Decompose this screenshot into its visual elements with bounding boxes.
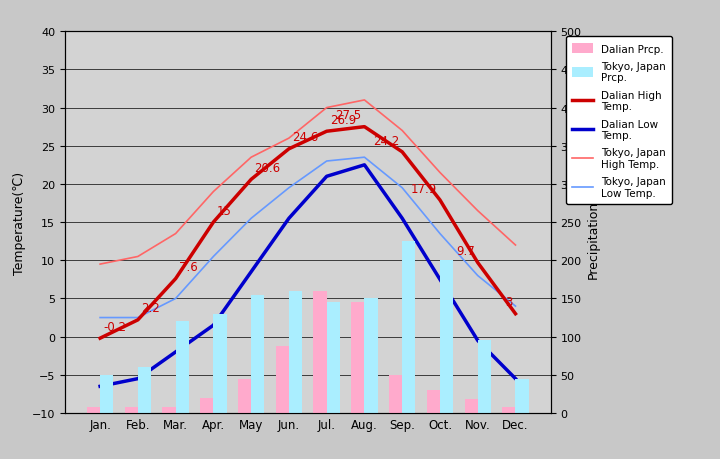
Bar [200, 398, 213, 413]
Y-axis label: Precipitation(mm): Precipitation(mm) [588, 167, 600, 279]
Bar [176, 322, 189, 413]
Text: 27.5: 27.5 [336, 109, 361, 122]
Bar [364, 299, 378, 413]
Bar [402, 241, 415, 413]
Bar [351, 302, 364, 413]
Y-axis label: Temperature(℃): Temperature(℃) [13, 171, 26, 274]
Bar [516, 379, 528, 413]
Bar [289, 291, 302, 413]
Bar [389, 375, 402, 413]
Text: 24.6: 24.6 [292, 131, 318, 144]
Bar [238, 379, 251, 413]
Bar [163, 407, 176, 413]
Bar [251, 295, 264, 413]
Bar [138, 367, 151, 413]
Text: 24.2: 24.2 [373, 134, 399, 147]
Bar [440, 261, 453, 413]
Text: 7.6: 7.6 [179, 261, 197, 274]
Bar [125, 407, 138, 413]
Bar [427, 390, 440, 413]
Text: 2.2: 2.2 [141, 302, 160, 315]
Text: 20.6: 20.6 [254, 162, 280, 174]
Bar [100, 375, 113, 413]
Bar [327, 302, 340, 413]
Legend: Dalian Prcp., Tokyo, Japan
Prcp., Dalian High
Temp., Dalian Low
Temp., Tokyo, Ja: Dalian Prcp., Tokyo, Japan Prcp., Dalian… [566, 37, 672, 205]
Text: 26.9: 26.9 [330, 114, 356, 127]
Bar [313, 291, 327, 413]
Text: 17.9: 17.9 [410, 182, 437, 195]
Bar [276, 346, 289, 413]
Text: 9.7: 9.7 [456, 245, 474, 257]
Text: 3: 3 [505, 296, 513, 309]
Bar [478, 341, 491, 413]
Text: -0.2: -0.2 [103, 320, 126, 333]
Bar [503, 407, 516, 413]
Text: 15: 15 [217, 204, 231, 217]
Bar [464, 399, 478, 413]
Bar [87, 407, 100, 413]
Bar [213, 314, 227, 413]
